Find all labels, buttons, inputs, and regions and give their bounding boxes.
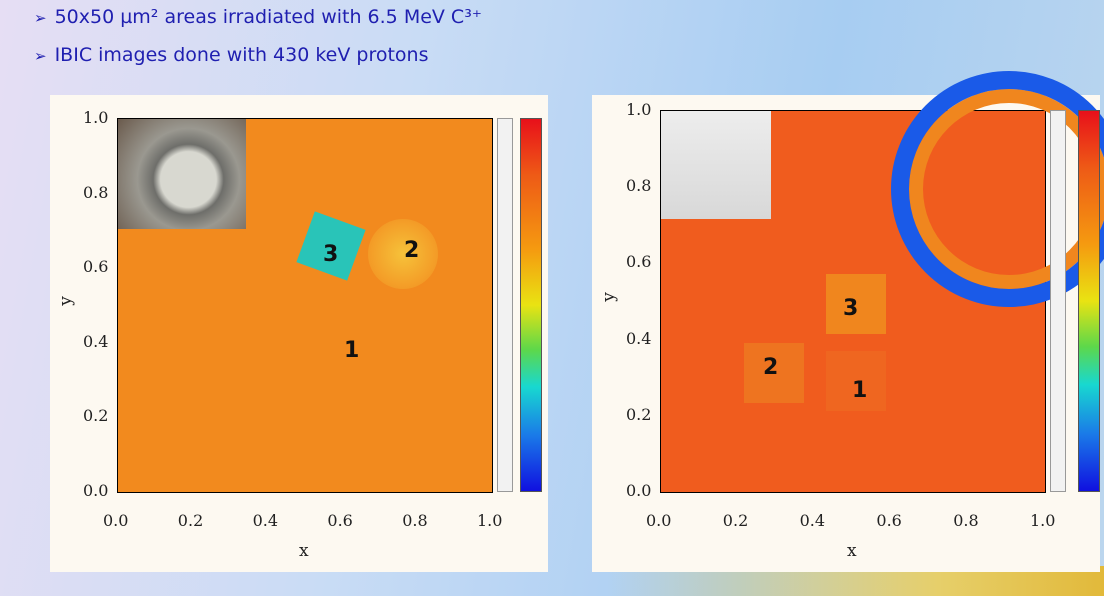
image-plot: [117, 118, 493, 493]
region-square: [826, 274, 886, 334]
scrollbar: [1050, 110, 1066, 492]
y-tick-label: 0.8: [626, 176, 652, 196]
x-tick-label: 0.8: [953, 511, 979, 530]
y-tick-label: 0.6: [626, 252, 652, 272]
colorbar: [1078, 110, 1100, 492]
y-tick-label: 0.2: [626, 404, 652, 424]
y-tick-label: 0.2: [83, 406, 109, 426]
inset-photo: [118, 119, 246, 229]
colorbar: [520, 118, 542, 492]
y-tick-label: 0.4: [83, 331, 109, 351]
bullet: IBIC images done with 430 keV protons: [34, 44, 429, 66]
x-tick-label: 0.0: [646, 511, 672, 530]
x-axis-label: x: [847, 541, 857, 561]
region-label: 3: [843, 296, 859, 321]
y-axis-label: y: [598, 291, 619, 302]
x-tick-label: 1.0: [1030, 511, 1056, 530]
x-axis-label: x: [299, 541, 309, 561]
x-tick-label: 0.4: [799, 511, 826, 530]
region-spot: [368, 219, 438, 289]
region-label: 1: [852, 378, 868, 403]
y-tick-label: 0.6: [83, 257, 109, 277]
region-square: [826, 351, 886, 411]
x-tick-label: 0.2: [722, 511, 749, 530]
x-tick-label: 0.8: [402, 511, 428, 530]
region-label: 2: [763, 355, 779, 380]
y-tick-label: 0.0: [83, 481, 109, 500]
region-square: [744, 343, 804, 403]
edge-arc: [891, 71, 1104, 307]
y-axis-label: y: [55, 295, 76, 306]
region-label: 2: [404, 238, 420, 263]
scrollbar: [497, 118, 513, 492]
y-tick-label: 0.4: [626, 328, 652, 348]
x-tick-label: 0.0: [103, 511, 129, 530]
y-tick-label: 0.0: [626, 481, 652, 500]
x-tick-label: 0.6: [876, 511, 902, 530]
region-label: 1: [344, 338, 360, 363]
bullet: 50x50 µm² areas irradiated with 6.5 MeV …: [34, 6, 482, 28]
x-tick-label: 1.0: [477, 511, 503, 530]
y-tick-label: 0.8: [83, 182, 109, 202]
x-tick-label: 0.4: [252, 511, 279, 530]
x-tick-label: 0.2: [177, 511, 204, 530]
y-tick-label: 1.0: [83, 108, 109, 127]
region-label: 3: [323, 242, 339, 267]
inset-photo: [661, 111, 771, 219]
y-tick-label: 1.0: [626, 100, 652, 119]
x-tick-label: 0.6: [327, 511, 353, 530]
